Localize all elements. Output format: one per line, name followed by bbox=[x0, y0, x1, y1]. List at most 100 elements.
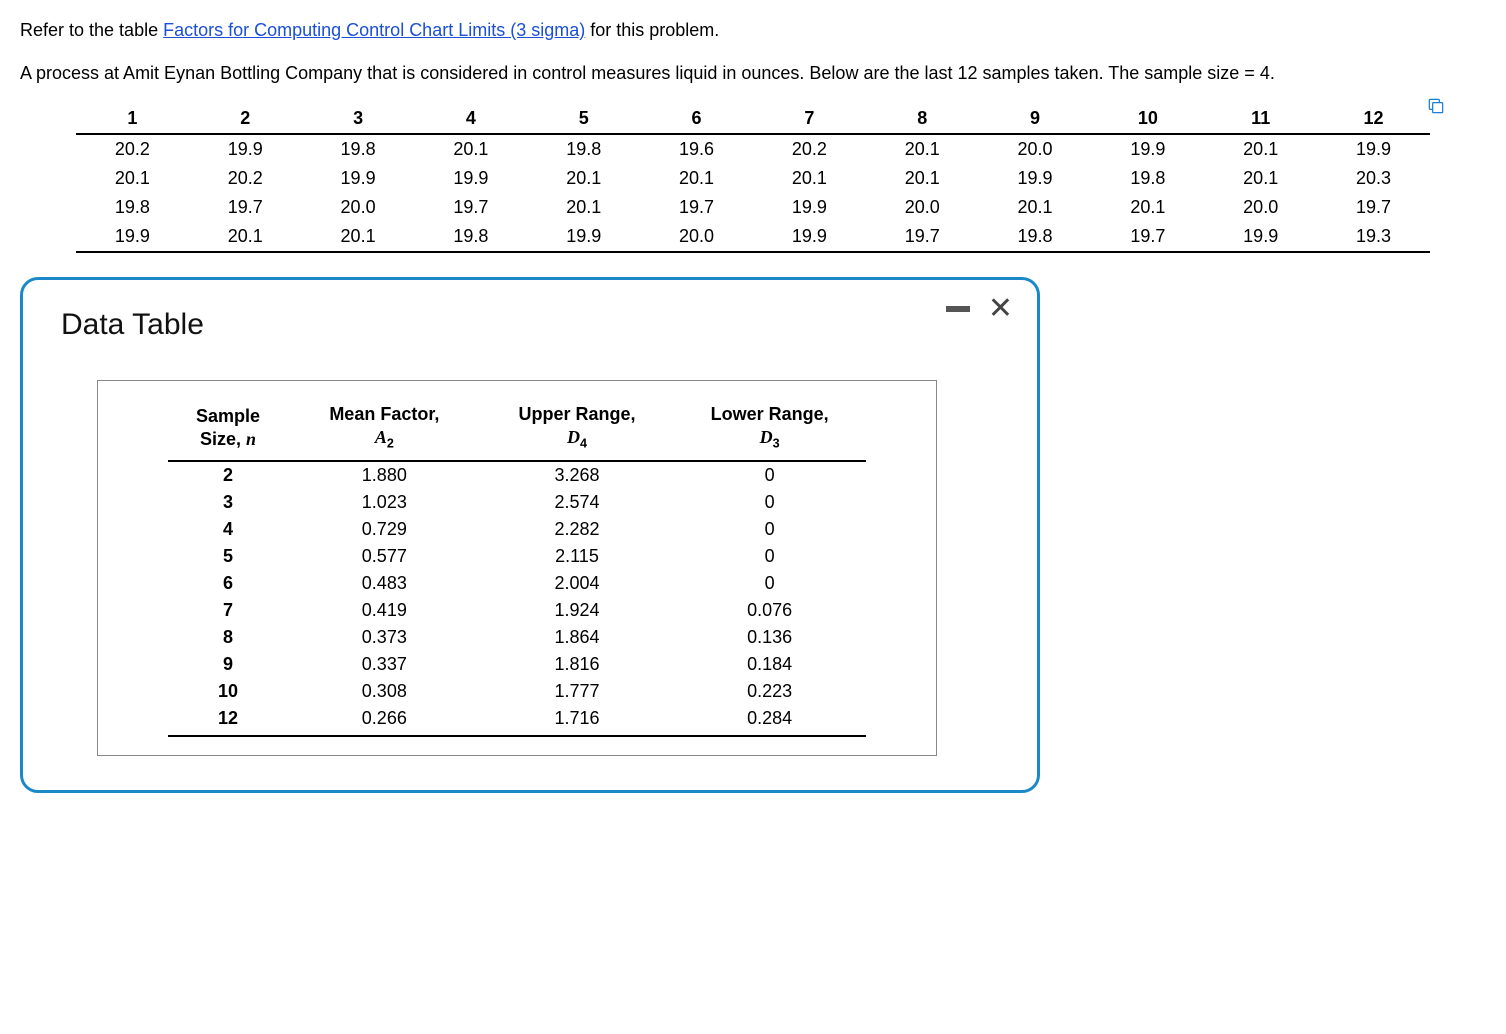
samples-cell: 20.1 bbox=[1091, 193, 1204, 222]
samples-cell: 20.0 bbox=[979, 134, 1092, 164]
factors-cell: 0.223 bbox=[673, 678, 866, 705]
samples-cell: 20.1 bbox=[866, 164, 979, 193]
samples-cell: 20.3 bbox=[1317, 164, 1430, 193]
col-sample-size: Sample Size, n bbox=[168, 399, 288, 461]
factors-cell: 1.880 bbox=[288, 461, 481, 489]
intro-line-1: Refer to the table Factors for Computing… bbox=[20, 18, 1486, 43]
factors-cell: 0.337 bbox=[288, 651, 481, 678]
factors-cell: 3.268 bbox=[481, 461, 674, 489]
samples-cell: 20.1 bbox=[527, 164, 640, 193]
factors-cell: 0.136 bbox=[673, 624, 866, 651]
factors-cell: 0 bbox=[673, 489, 866, 516]
factors-cell: 7 bbox=[168, 597, 288, 624]
copy-icon[interactable] bbox=[1426, 96, 1446, 121]
factors-cell: 0 bbox=[673, 461, 866, 489]
factors-body: 21.8803.268031.0232.574040.7292.282050.5… bbox=[168, 461, 866, 736]
factors-cell: 2.282 bbox=[481, 516, 674, 543]
col4-sub: 3 bbox=[773, 436, 780, 450]
samples-cell: 20.0 bbox=[302, 193, 415, 222]
table-row: 90.3371.8160.184 bbox=[168, 651, 866, 678]
samples-cell: 19.7 bbox=[414, 193, 527, 222]
col2-line1: Mean Factor, bbox=[329, 404, 439, 424]
col2-sub: 2 bbox=[387, 436, 394, 450]
col-mean-factor: Mean Factor, A2 bbox=[288, 399, 481, 461]
samples-cell: 20.1 bbox=[414, 134, 527, 164]
factors-cell: 0 bbox=[673, 543, 866, 570]
samples-cell: 20.0 bbox=[1204, 193, 1317, 222]
table-row: 120.2661.7160.284 bbox=[168, 705, 866, 736]
factors-cell: 9 bbox=[168, 651, 288, 678]
samples-cell: 19.9 bbox=[1091, 134, 1204, 164]
samples-cell: 20.1 bbox=[866, 134, 979, 164]
col3-line1: Upper Range, bbox=[518, 404, 635, 424]
close-icon[interactable]: ✕ bbox=[988, 294, 1013, 324]
intro-prefix: Refer to the table bbox=[20, 20, 163, 40]
samples-col-header: 6 bbox=[640, 104, 753, 134]
minimize-icon[interactable] bbox=[946, 306, 970, 312]
samples-col-header: 10 bbox=[1091, 104, 1204, 134]
factors-cell: 0.284 bbox=[673, 705, 866, 736]
factors-cell: 4 bbox=[168, 516, 288, 543]
samples-col-header: 3 bbox=[302, 104, 415, 134]
samples-cell: 20.1 bbox=[189, 222, 302, 252]
data-table-modal: ✕ Data Table Sample Size, n Mean Factor,… bbox=[20, 277, 1040, 793]
factors-cell: 10 bbox=[168, 678, 288, 705]
problem-paragraph: A process at Amit Eynan Bottling Company… bbox=[20, 61, 1486, 86]
intro-suffix: for this problem. bbox=[585, 20, 719, 40]
samples-cell: 19.9 bbox=[1317, 134, 1430, 164]
col1-var: n bbox=[246, 429, 256, 449]
factors-cell: 2 bbox=[168, 461, 288, 489]
col4-var: D bbox=[760, 427, 773, 447]
factors-cell: 0 bbox=[673, 570, 866, 597]
table-row: 19.920.120.119.819.920.019.919.719.819.7… bbox=[76, 222, 1430, 252]
samples-cell: 19.9 bbox=[414, 164, 527, 193]
factors-cell: 3 bbox=[168, 489, 288, 516]
factors-cell: 1.816 bbox=[481, 651, 674, 678]
samples-cell: 19.7 bbox=[1091, 222, 1204, 252]
samples-col-header: 9 bbox=[979, 104, 1092, 134]
samples-cell: 20.0 bbox=[866, 193, 979, 222]
factors-cell: 1.924 bbox=[481, 597, 674, 624]
samples-cell: 19.9 bbox=[527, 222, 640, 252]
samples-cell: 19.7 bbox=[640, 193, 753, 222]
factors-cell: 1.864 bbox=[481, 624, 674, 651]
table-row: 70.4191.9240.076 bbox=[168, 597, 866, 624]
samples-cell: 19.8 bbox=[1091, 164, 1204, 193]
table-row: 60.4832.0040 bbox=[168, 570, 866, 597]
samples-cell: 19.8 bbox=[302, 134, 415, 164]
samples-cell: 19.8 bbox=[414, 222, 527, 252]
table-row: 80.3731.8640.136 bbox=[168, 624, 866, 651]
col1-line1: Sample bbox=[196, 406, 260, 426]
factors-table-link[interactable]: Factors for Computing Control Chart Limi… bbox=[163, 20, 585, 40]
samples-cell: 19.9 bbox=[1204, 222, 1317, 252]
samples-cell: 19.9 bbox=[302, 164, 415, 193]
samples-col-header: 2 bbox=[189, 104, 302, 134]
table-row: 50.5772.1150 bbox=[168, 543, 866, 570]
table-row: 40.7292.2820 bbox=[168, 516, 866, 543]
factors-cell: 0.577 bbox=[288, 543, 481, 570]
samples-cell: 19.8 bbox=[527, 134, 640, 164]
samples-cell: 20.2 bbox=[753, 134, 866, 164]
factors-cell: 1.777 bbox=[481, 678, 674, 705]
samples-col-header: 12 bbox=[1317, 104, 1430, 134]
factors-cell: 0.419 bbox=[288, 597, 481, 624]
samples-col-header: 11 bbox=[1204, 104, 1317, 134]
modal-title: Data Table bbox=[61, 308, 1003, 342]
col4-line1: Lower Range, bbox=[711, 404, 829, 424]
factors-cell: 0.184 bbox=[673, 651, 866, 678]
samples-cell: 20.1 bbox=[979, 193, 1092, 222]
samples-header-row: 123456789101112 bbox=[76, 104, 1430, 134]
table-row: 31.0232.5740 bbox=[168, 489, 866, 516]
table-row: 100.3081.7770.223 bbox=[168, 678, 866, 705]
samples-col-header: 8 bbox=[866, 104, 979, 134]
samples-cell: 19.9 bbox=[979, 164, 1092, 193]
samples-col-header: 4 bbox=[414, 104, 527, 134]
samples-cell: 20.1 bbox=[640, 164, 753, 193]
factors-cell: 1.716 bbox=[481, 705, 674, 736]
table-row: 20.219.919.820.119.819.620.220.120.019.9… bbox=[76, 134, 1430, 164]
samples-cell: 20.1 bbox=[753, 164, 866, 193]
factors-cell: 2.574 bbox=[481, 489, 674, 516]
col-lower-range: Lower Range, D3 bbox=[673, 399, 866, 461]
factors-cell: 0.373 bbox=[288, 624, 481, 651]
col1-line2: Size, bbox=[200, 429, 246, 449]
